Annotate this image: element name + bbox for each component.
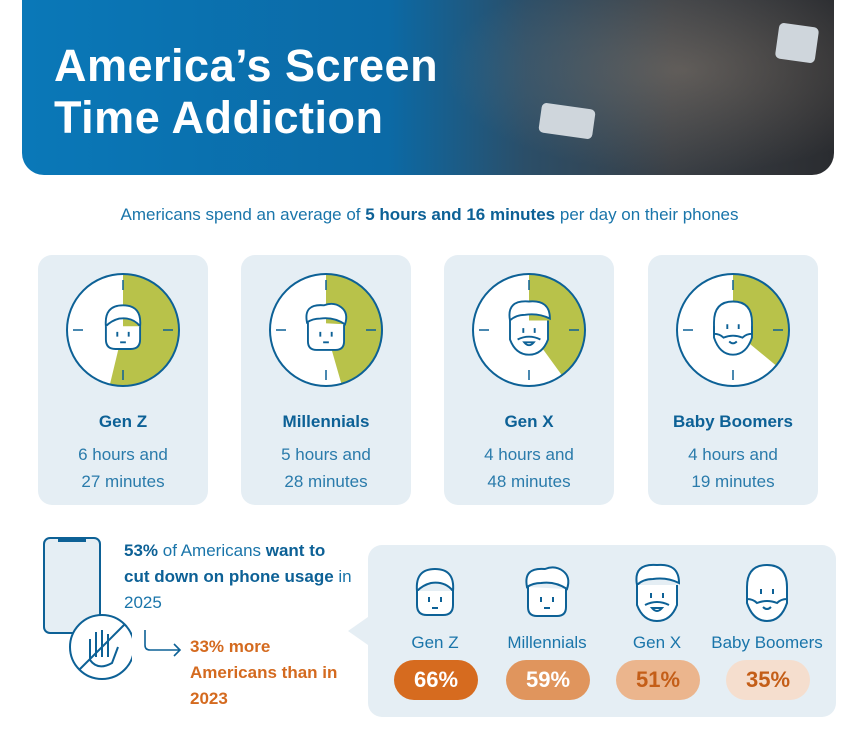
page-title: America’s Screen Time Addiction xyxy=(54,40,439,143)
generation-card: Gen Z 6 hours and 27 minutes xyxy=(38,255,208,505)
screen-time-value: 4 hours and 19 minutes xyxy=(688,445,778,491)
clock-chart xyxy=(66,273,180,387)
arrow-icon xyxy=(144,630,182,657)
screen-time-wedge xyxy=(109,274,179,386)
percent-pill: 35% xyxy=(726,660,810,700)
clock-chart xyxy=(472,273,586,387)
clock-chart xyxy=(269,273,383,387)
screen-time-wedge xyxy=(529,274,585,376)
increase-stat: 33% more Americans than in 2023 xyxy=(190,637,338,708)
cut-down-by-generation: Gen Z 66% Millennials 59% Gen X 51% Baby… xyxy=(348,545,836,717)
percent-pill: 59% xyxy=(506,660,590,700)
face-icon xyxy=(305,302,348,351)
generation-card: Gen X 4 hours and 48 minutes xyxy=(444,255,614,505)
average-summary: Americans spend an average of 5 hours an… xyxy=(120,205,739,224)
phone-in-hand-image xyxy=(774,22,820,64)
percent-pill: 51% xyxy=(616,660,700,700)
face-icon xyxy=(525,566,570,617)
screen-time-value: 4 hours and 48 minutes xyxy=(484,445,574,491)
generation-name: Millennials xyxy=(507,633,587,652)
percent-pill: 66% xyxy=(394,660,478,700)
face-icon xyxy=(508,300,551,356)
generation-name: Baby Boomers xyxy=(673,412,793,431)
header-banner: America’s Screen Time Addiction xyxy=(22,0,834,175)
generation-card: Millennials 5 hours and 28 minutes xyxy=(241,255,411,505)
face-icon xyxy=(746,563,788,623)
screen-time-value: 5 hours and 28 minutes xyxy=(281,445,371,491)
cut-down-stat: 53% of Americans want to cut down on pho… xyxy=(124,541,352,612)
generation-name: Gen X xyxy=(632,633,682,652)
generation-name: Millennials xyxy=(282,412,370,431)
generation-name: Baby Boomers xyxy=(711,633,823,652)
generation-name: Gen Z xyxy=(411,633,459,652)
generation-name: Gen Z xyxy=(98,412,148,431)
face-icon xyxy=(415,567,455,616)
face-icon xyxy=(713,300,753,356)
screen-time-wedge xyxy=(733,274,789,366)
photo-background xyxy=(442,0,834,175)
face-icon xyxy=(104,304,142,350)
screen-time-wedge xyxy=(326,274,382,384)
face-icon xyxy=(635,563,681,623)
screen-time-value: 6 hours and 27 minutes xyxy=(78,445,168,491)
clock-chart xyxy=(676,273,790,387)
generation-card: Baby Boomers 4 hours and 19 minutes xyxy=(648,255,818,505)
generation-name: Gen X xyxy=(504,412,554,431)
